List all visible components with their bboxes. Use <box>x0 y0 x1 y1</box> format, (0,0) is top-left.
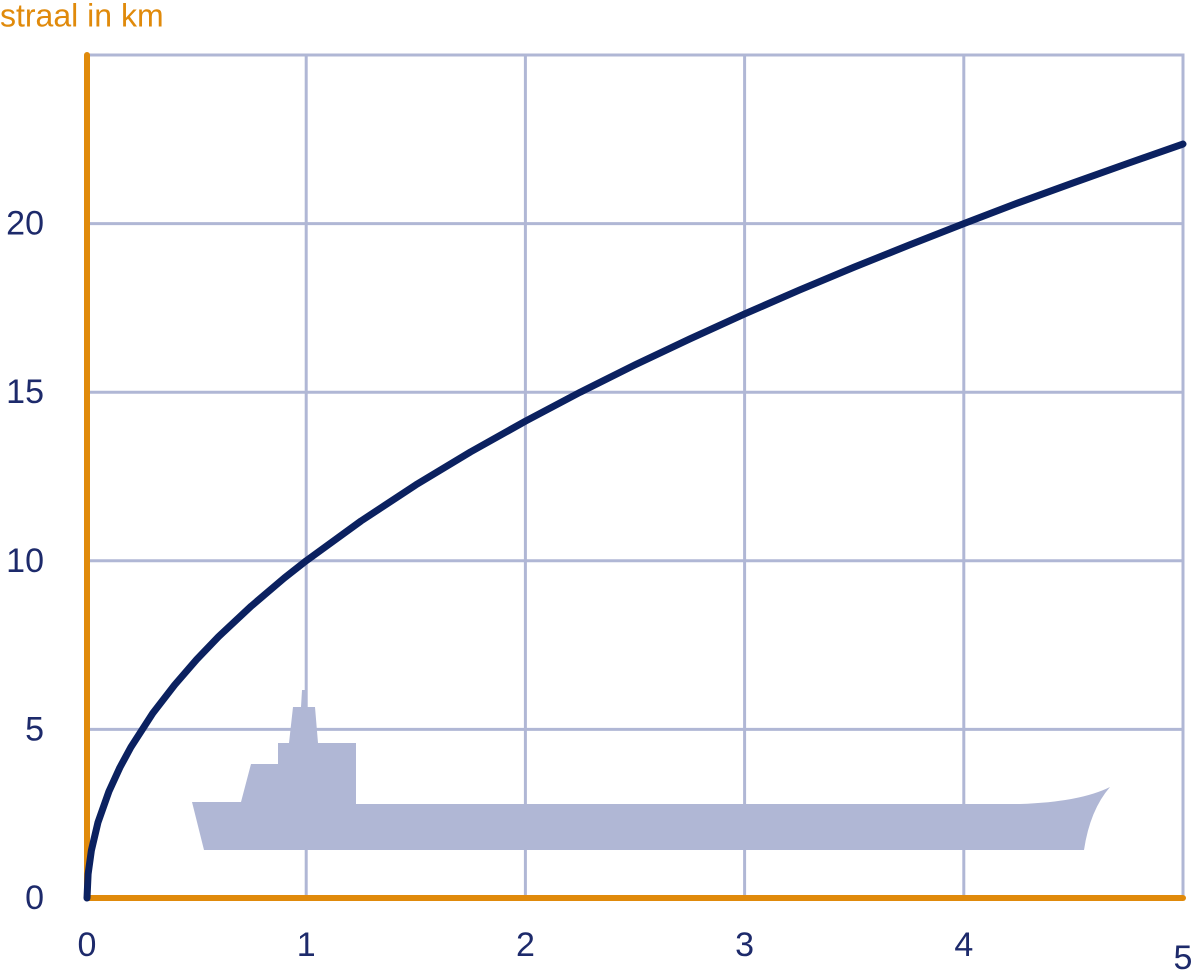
x-tick-label: 2 <box>516 926 535 964</box>
x-tick-label: 5 <box>1174 939 1193 977</box>
y-tick-label: 15 <box>6 373 44 411</box>
y-tick-label: 0 <box>25 879 44 917</box>
axes <box>84 52 1186 901</box>
data-line <box>83 140 1187 902</box>
y-tick-label: 10 <box>6 542 44 580</box>
y-tick-label: 5 <box>25 710 44 748</box>
y-tick-label: 20 <box>6 205 44 243</box>
ship-silhouette <box>192 690 1110 850</box>
x-tick-label: 1 <box>297 926 316 964</box>
x-tick-label: 3 <box>735 926 754 964</box>
x-tick-label: 0 <box>78 926 97 964</box>
y-axis-title: straal in km <box>0 0 164 33</box>
x-tick-label: 4 <box>954 926 973 964</box>
